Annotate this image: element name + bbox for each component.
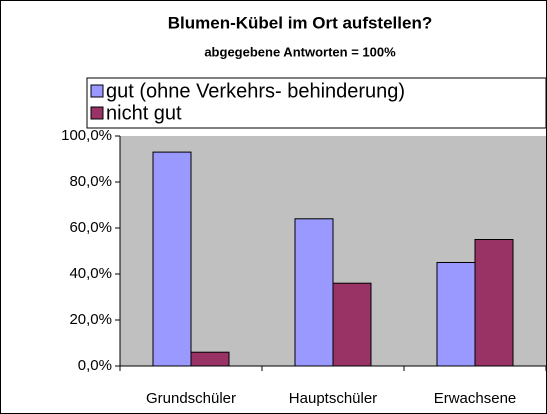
legend-label: nicht gut — [106, 102, 182, 124]
bar — [436, 262, 476, 367]
y-tick-label: 40,0% — [69, 265, 112, 282]
legend-swatch — [90, 106, 104, 120]
x-tick-label: Grundschüler — [146, 390, 236, 407]
legend-box — [86, 77, 547, 129]
legend-swatch — [90, 84, 104, 98]
y-tick-label: 20,0% — [69, 311, 112, 328]
bar — [332, 282, 372, 367]
y-tick-label: 80,0% — [69, 173, 112, 190]
bar — [474, 239, 514, 367]
x-tick-label: Hauptschüler — [289, 390, 377, 407]
chart-title: Blumen-Kübel im Ort aufstellen? — [168, 13, 432, 32]
bar — [190, 351, 230, 367]
y-tick-label: 0,0% — [78, 357, 112, 374]
legend-label: gut (ohne Verkehrs- behinderung) — [106, 80, 405, 102]
chart-subtitle: abgegebene Antworten = 100% — [204, 44, 396, 59]
bar — [294, 218, 334, 367]
x-tick-label: Erwachsene — [434, 390, 517, 407]
y-tick-label: 100,0% — [61, 127, 112, 144]
bar — [152, 151, 192, 367]
y-tick-label: 60,0% — [69, 219, 112, 236]
